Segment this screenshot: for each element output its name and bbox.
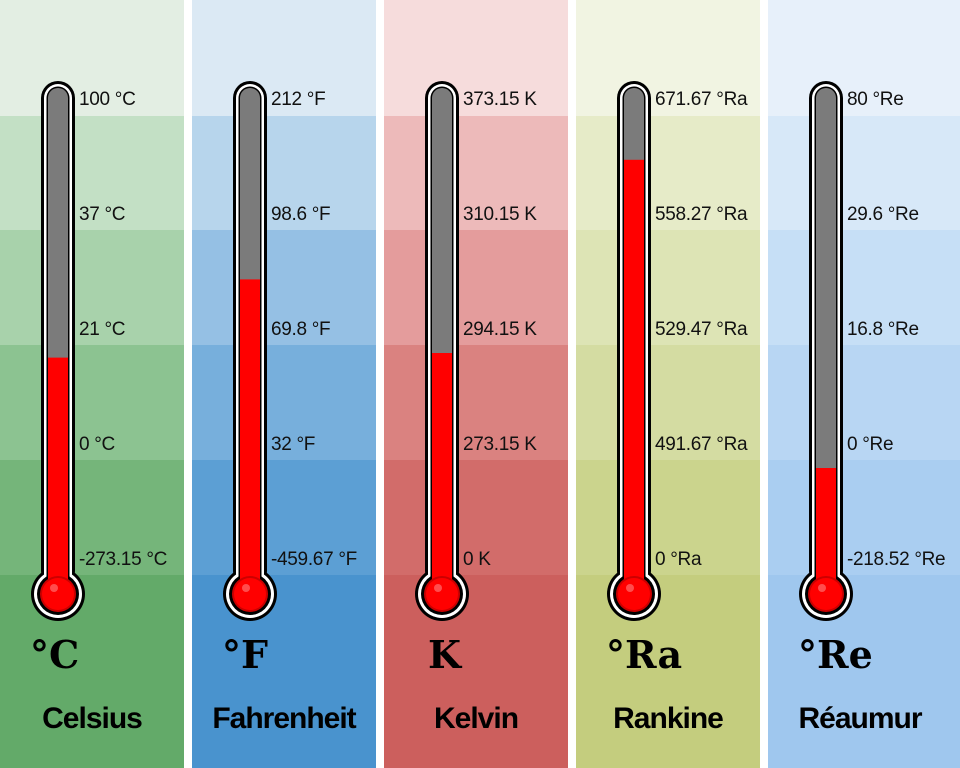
tube-glass — [816, 88, 836, 588]
mercury-column — [432, 353, 452, 594]
unit-symbol: K — [428, 632, 462, 677]
kelvin-column: 373.15 K 310.15 K 294.15 K 273.15 K 0 K … — [384, 0, 568, 768]
background-band — [384, 0, 568, 116]
background-band — [0, 0, 184, 116]
background-band — [0, 230, 184, 346]
bulb-core — [810, 578, 842, 610]
tick-label-boiling: 80 °Re — [847, 89, 904, 110]
thermometer-icon — [607, 81, 661, 621]
celsius-column: 100 °C 37 °C 21 °C 0 °C -273.15 °C °C Ce… — [0, 0, 184, 768]
tick-label-body: 98.6 °F — [271, 204, 331, 225]
background-band — [576, 0, 760, 116]
tick-label-absolute-zero: -459.67 °F — [271, 549, 357, 570]
tick-label-freezing: 0 °Re — [847, 434, 894, 455]
scale-name: Celsius — [42, 702, 143, 735]
bulb-core — [42, 578, 74, 610]
background-band — [192, 460, 376, 576]
tick-label-body: 310.15 K — [463, 204, 537, 225]
tick-label-absolute-zero: 0 °Ra — [655, 549, 702, 570]
background-band — [0, 116, 184, 232]
mercury-column — [816, 468, 836, 594]
background-band — [384, 345, 568, 461]
background-band — [0, 575, 184, 768]
mercury-column — [48, 357, 68, 594]
tick-label-body: 558.27 °Ra — [655, 204, 748, 225]
tick-label-room: 16.8 °Re — [847, 319, 919, 340]
background-band — [768, 0, 960, 116]
thermometer-icon — [31, 81, 85, 621]
bulb-highlight — [242, 584, 250, 592]
mercury-column — [624, 159, 644, 595]
thermometer-icon — [799, 81, 853, 621]
scale-name: Kelvin — [433, 702, 519, 735]
bulb-highlight — [818, 584, 826, 592]
tick-label-boiling: 100 °C — [79, 89, 136, 110]
background-band — [384, 116, 568, 232]
background-band — [768, 460, 960, 576]
tick-label-freezing: 273.15 K — [463, 434, 537, 455]
bulb-highlight — [50, 584, 58, 592]
rankine-column: 671.67 °Ra 558.27 °Ra 529.47 °Ra 491.67 … — [576, 0, 760, 768]
tick-label-boiling: 671.67 °Ra — [655, 89, 748, 110]
unit-symbol: °Re — [798, 632, 873, 677]
thermometer-icon — [415, 81, 469, 621]
background-band — [192, 345, 376, 461]
background-band — [768, 116, 960, 232]
background-band — [576, 460, 760, 576]
background-band — [576, 345, 760, 461]
tick-label-room: 529.47 °Ra — [655, 319, 748, 340]
tick-label-absolute-zero: -218.52 °Re — [847, 549, 946, 570]
bulb-core — [426, 578, 458, 610]
background-band — [576, 575, 760, 768]
reaumur-column: 80 °Re 29.6 °Re 16.8 °Re 0 °Re -218.52 °… — [768, 0, 960, 768]
tick-label-room: 21 °C — [79, 319, 126, 340]
bulb-highlight — [626, 584, 634, 592]
scale-name: Fahrenheit — [212, 702, 356, 735]
bulb-core — [234, 578, 266, 610]
bulb-core — [618, 578, 650, 610]
tick-label-room: 294.15 K — [463, 319, 537, 340]
tick-label-body: 37 °C — [79, 204, 126, 225]
background-band — [192, 575, 376, 768]
background-band — [192, 116, 376, 232]
fahrenheit-column: 212 °F 98.6 °F 69.8 °F 32 °F -459.67 °F … — [192, 0, 376, 768]
background-band — [0, 345, 184, 461]
tick-label-boiling: 212 °F — [271, 89, 326, 110]
tick-label-boiling: 373.15 K — [463, 89, 537, 110]
background-band — [384, 230, 568, 346]
tick-label-absolute-zero: 0 K — [463, 549, 491, 570]
scale-name: Rankine — [613, 702, 724, 735]
mercury-column — [240, 279, 260, 594]
tick-label-absolute-zero: -273.15 °C — [79, 549, 168, 570]
background-band — [384, 460, 568, 576]
background-band — [0, 460, 184, 576]
scale-name: Réaumur — [798, 702, 922, 735]
background-band — [576, 116, 760, 232]
tick-label-freezing: 491.67 °Ra — [655, 434, 748, 455]
thermometer-icon — [223, 81, 277, 621]
unit-symbol: °C — [30, 632, 80, 677]
background-band — [768, 345, 960, 461]
unit-symbol: °F — [222, 632, 268, 677]
bulb-highlight — [434, 584, 442, 592]
tick-label-freezing: 32 °F — [271, 434, 316, 455]
unit-symbol: °Ra — [606, 632, 683, 677]
background-band — [192, 0, 376, 116]
tick-label-freezing: 0 °C — [79, 434, 115, 455]
background-band — [384, 575, 568, 768]
background-band — [192, 230, 376, 346]
background-band — [576, 230, 760, 346]
tick-label-body: 29.6 °Re — [847, 204, 919, 225]
tick-label-room: 69.8 °F — [271, 319, 331, 340]
background-band — [768, 230, 960, 346]
background-band — [768, 575, 960, 768]
